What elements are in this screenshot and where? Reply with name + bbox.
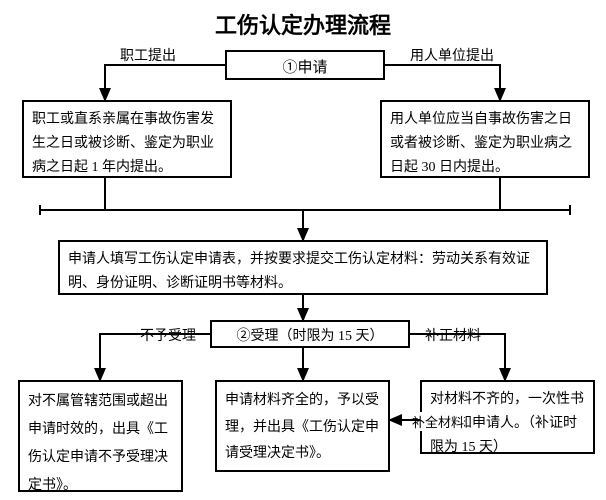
node-employee-deadline-text: 职工或直系亲属在事故伤害发生之日或被诊断、鉴定为职业病之日起 1 年内提出。: [32, 112, 214, 175]
node-employer-deadline: 用人单位应当自事故伤害之日或者被诊断、鉴定为职业病之日起 30 日内提出。: [380, 100, 590, 178]
label-not-accept: 不予受理: [140, 325, 196, 345]
node-accept: ②受理（时限为 15 天）: [210, 320, 410, 348]
flow-title: 工伤认定办理流程: [0, 8, 606, 40]
node-accept-decision: 申请材料齐全的，予以受理，并出具《工伤认定申请受理决定书》。: [215, 380, 390, 472]
node-accept-decision-text: 申请材料齐全的，予以受理，并出具《工伤认定申请受理决定书》。: [225, 393, 379, 461]
node-apply-text: ①申请: [282, 60, 327, 76]
node-apply: ①申请: [225, 50, 385, 80]
label-employer-submit: 用人单位提出: [410, 45, 494, 65]
node-reject-text: 对不属管辖范围或超出申请时效的，出具《工伤认定申请不予受理决定书》。: [28, 394, 168, 493]
node-fill-form-text: 申请人填写工伤认定申请表，并按要求提交工伤认定材料：劳动关系有效证明、身份证明、…: [68, 252, 530, 291]
label-supplement-all: 补全材料: [412, 412, 464, 431]
node-reject: 对不属管辖范围或超出申请时效的，出具《工伤认定申请不予受理决定书》。: [18, 380, 183, 492]
node-accept-text: ②受理（时限为 15 天）: [237, 329, 384, 344]
node-fill-form: 申请人填写工伤认定申请表，并按要求提交工伤认定材料：劳动关系有效证明、身份证明、…: [58, 240, 548, 295]
label-employee-submit: 职工提出: [120, 45, 176, 65]
label-supplement: 补正材料: [425, 325, 481, 345]
node-employee-deadline: 职工或直系亲属在事故伤害发生之日或被诊断、鉴定为职业病之日起 1 年内提出。: [22, 100, 232, 178]
node-employer-deadline-text: 用人单位应当自事故伤害之日或者被诊断、鉴定为职业病之日起 30 日内提出。: [390, 112, 572, 175]
